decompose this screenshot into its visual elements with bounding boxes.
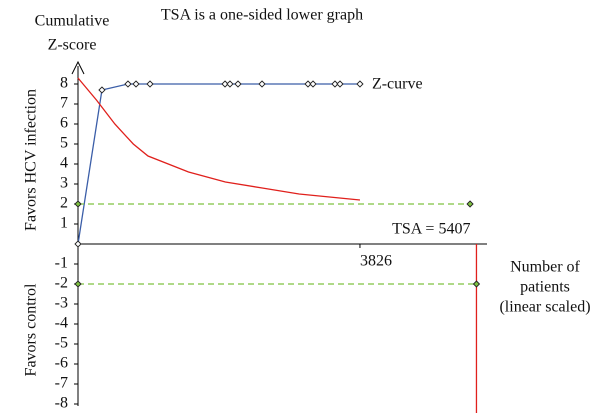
y-tick-label: -6 xyxy=(55,355,68,372)
side-label: Favors HCV infection xyxy=(23,89,40,231)
x-tick-label: 3826 xyxy=(360,253,392,270)
point-marker xyxy=(472,280,481,288)
y-tick-label: -1 xyxy=(55,255,68,272)
y-tick-label: -4 xyxy=(55,315,68,332)
side-label: Favors control xyxy=(23,283,40,376)
point-marker xyxy=(304,80,312,88)
y-tick-label: 2 xyxy=(60,195,68,212)
series-line xyxy=(77,83,360,245)
y-axis-arrow xyxy=(71,60,85,75)
series-line xyxy=(77,77,361,201)
y-tick-label: -8 xyxy=(55,395,68,412)
y-tick-label: 1 xyxy=(60,215,68,232)
point-marker xyxy=(74,240,82,248)
y-tick-label: -2 xyxy=(55,275,68,292)
y-tick-label: 7 xyxy=(60,95,68,112)
point-marker xyxy=(234,80,242,88)
point-marker xyxy=(74,200,82,208)
y-tick-label: 6 xyxy=(60,115,68,132)
y-tick-label: 5 xyxy=(60,135,68,152)
x-axis-label: patients xyxy=(520,279,570,296)
point-marker xyxy=(356,80,364,88)
y-tick-label: 3 xyxy=(60,175,68,192)
point-marker xyxy=(221,80,229,88)
y-axis-label: Z-score xyxy=(48,37,97,54)
point-marker xyxy=(226,80,234,88)
point-marker xyxy=(124,80,132,88)
x-axis-label: (linear scaled) xyxy=(499,299,590,316)
point-marker xyxy=(74,280,82,288)
x-axis-label: Number of xyxy=(510,259,580,276)
chart-title: TSA is a one-sided lower graph xyxy=(161,7,363,24)
series-label: Z-curve xyxy=(372,76,423,93)
point-marker xyxy=(132,80,140,88)
y-tick-label: 8 xyxy=(60,75,68,92)
y-tick-label: 4 xyxy=(60,155,68,172)
point-marker xyxy=(336,80,344,88)
y-tick-label: -7 xyxy=(55,375,68,392)
point-marker xyxy=(309,80,317,88)
y-tick-label: -5 xyxy=(55,335,68,352)
point-marker xyxy=(98,86,106,94)
y-tick-label: -3 xyxy=(55,295,68,312)
point-marker xyxy=(146,80,154,88)
point-marker xyxy=(331,80,339,88)
point-marker xyxy=(258,80,266,88)
tsa-label: TSA = 5407 xyxy=(392,221,470,238)
point-marker xyxy=(466,200,474,208)
y-axis-label: Cumulative xyxy=(35,13,110,30)
